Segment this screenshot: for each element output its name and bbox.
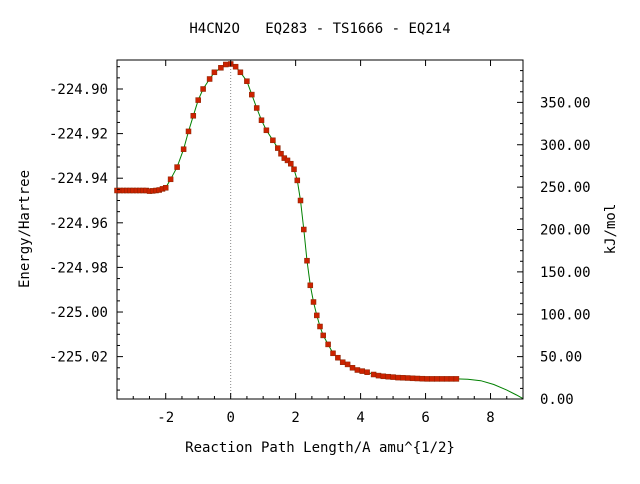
data-point xyxy=(370,371,377,378)
data-point xyxy=(349,365,356,371)
data-point xyxy=(162,185,169,191)
x-tick-label: 6 xyxy=(421,410,429,426)
data-point xyxy=(253,105,260,111)
y-axis-label: Energy/Hartree xyxy=(17,170,33,288)
y-tick-label: -224.98 xyxy=(49,260,108,276)
y2-tick-label: 50.00 xyxy=(540,350,582,366)
data-point xyxy=(263,127,270,134)
data-point xyxy=(278,150,284,157)
x-tick-label: 8 xyxy=(486,410,494,426)
y2-tick-label: 250.00 xyxy=(540,180,591,196)
data-point xyxy=(232,63,239,70)
data-point xyxy=(180,146,187,152)
data-point xyxy=(364,369,370,375)
x-tick-label: 4 xyxy=(356,410,364,426)
data-point xyxy=(344,361,351,368)
data-point xyxy=(354,367,361,373)
data-point xyxy=(275,145,281,151)
data-point xyxy=(443,376,450,382)
x-tick-label: 0 xyxy=(226,410,234,426)
data-point xyxy=(339,359,346,365)
data-point xyxy=(237,69,244,76)
y2-tick-label: 150.00 xyxy=(540,265,591,281)
y-tick-label: -224.92 xyxy=(49,127,108,143)
y2-tick-label: 350.00 xyxy=(540,95,591,111)
y-tick-label: -224.90 xyxy=(49,82,108,98)
data-point xyxy=(330,350,336,357)
data-point xyxy=(434,376,440,382)
data-point xyxy=(409,375,416,382)
data-point xyxy=(200,86,206,92)
data-point xyxy=(297,197,304,204)
y2-tick-label: 100.00 xyxy=(540,307,591,323)
data-point xyxy=(218,65,224,71)
data-point xyxy=(291,166,297,173)
y2-tick-label: 300.00 xyxy=(540,138,591,154)
data-point xyxy=(270,137,276,144)
data-point xyxy=(294,177,301,184)
data-point xyxy=(400,375,406,381)
data-point xyxy=(174,164,180,170)
data-point xyxy=(448,376,455,382)
data-point xyxy=(325,341,331,348)
data-point xyxy=(195,97,201,103)
data-point xyxy=(359,368,365,374)
data-point xyxy=(284,157,291,164)
extrapolated-curve xyxy=(456,378,523,399)
data-point xyxy=(424,376,430,382)
data-point xyxy=(414,375,421,382)
data-point xyxy=(223,61,229,68)
data-point xyxy=(419,375,426,382)
data-point xyxy=(429,376,435,382)
x-axis-label: Reaction Path Length/A amu^{1/2} xyxy=(185,440,455,456)
data-point xyxy=(317,323,323,330)
data-point xyxy=(314,312,320,319)
y-tick-label: -224.94 xyxy=(49,171,108,187)
y2-axis-label: kJ/mol xyxy=(603,204,619,255)
data-point xyxy=(335,354,341,361)
data-point xyxy=(404,375,411,381)
data-point xyxy=(211,69,218,76)
data-point xyxy=(244,78,250,84)
y-tick-label: -225.02 xyxy=(49,350,108,366)
energy-curve xyxy=(117,63,457,380)
data-point xyxy=(375,372,382,379)
chart-title: H4CN2O EQ283 - TS1666 - EQ214 xyxy=(189,21,450,37)
x-tick-label: 2 xyxy=(291,410,299,426)
data-point xyxy=(258,117,265,123)
y-tick-label: -224.96 xyxy=(49,216,108,232)
x-tick-label: -2 xyxy=(157,410,174,426)
data-point xyxy=(301,226,307,233)
data-point xyxy=(249,91,255,98)
data-point xyxy=(439,376,445,382)
data-point xyxy=(390,374,396,380)
y2-tick-label: 200.00 xyxy=(540,223,591,239)
data-point xyxy=(380,373,387,380)
data-point xyxy=(185,128,192,135)
data-point xyxy=(206,76,213,82)
data-point xyxy=(310,299,317,305)
y2-tick-label: 0.00 xyxy=(540,392,574,408)
data-point xyxy=(304,257,310,264)
data-point xyxy=(307,282,314,289)
data-point xyxy=(453,376,460,382)
data-point xyxy=(190,113,197,119)
data-point xyxy=(385,373,391,380)
data-point xyxy=(167,176,174,183)
data-point xyxy=(288,160,294,167)
plot-frame xyxy=(116,59,524,400)
data-point xyxy=(395,374,401,381)
y-tick-label: -225.00 xyxy=(49,305,108,321)
data-point xyxy=(320,332,326,339)
